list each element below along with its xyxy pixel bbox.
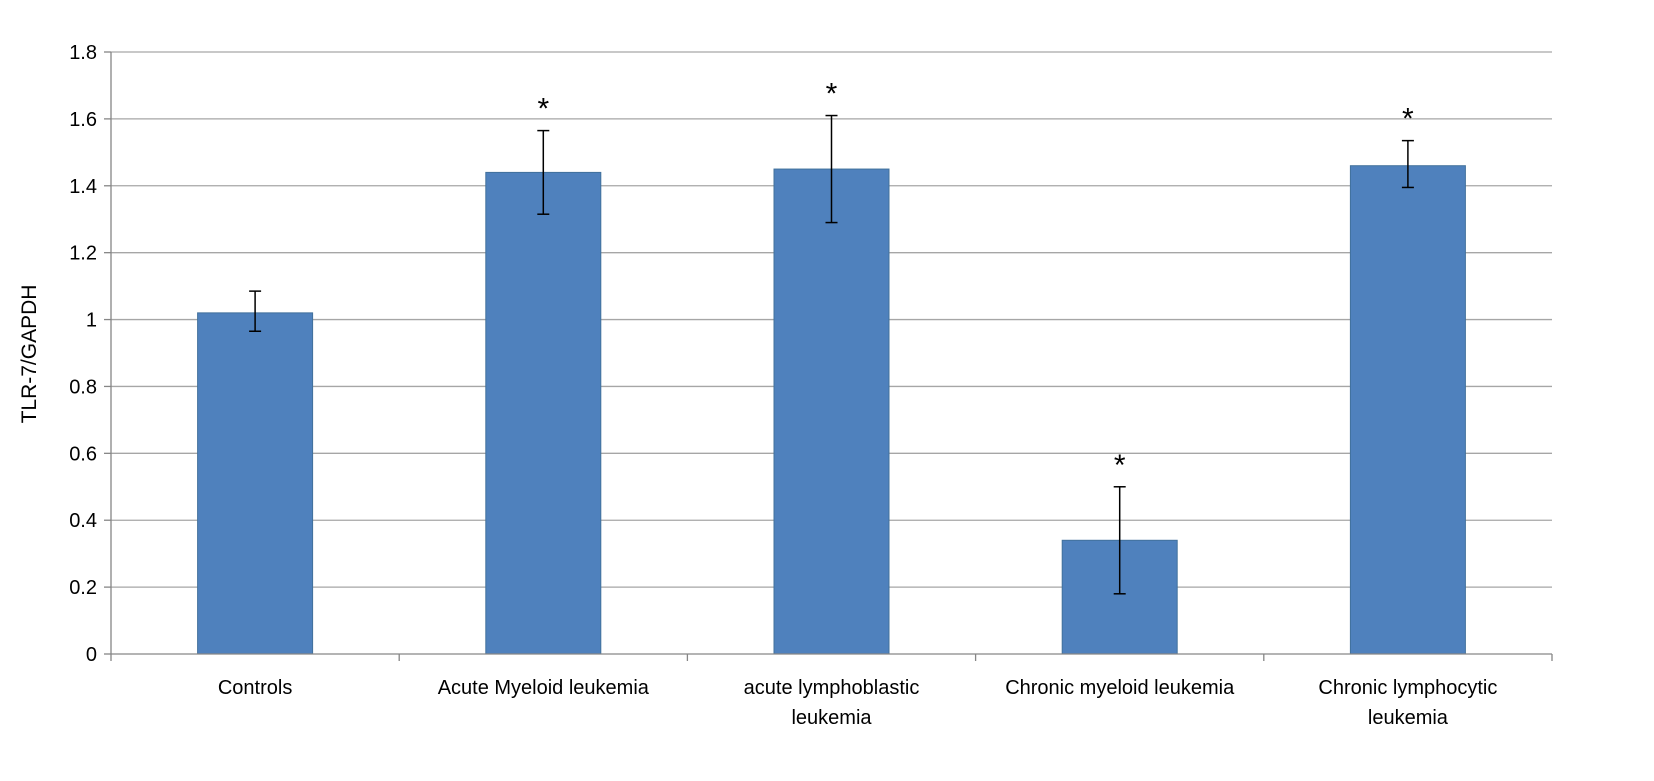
x-category-label: Chronic lymphocytic (1318, 677, 1497, 699)
bar-2 (485, 171, 602, 655)
y-tick-label: 0.8 (69, 376, 97, 398)
x-category-label: leukemia (1368, 707, 1449, 729)
y-tick-label: 0.4 (69, 510, 97, 532)
bar-5 (1349, 165, 1466, 655)
y-tick-label: 1 (86, 310, 97, 332)
error-bars (249, 114, 1414, 595)
x-category-label: Acute Myeloid leukemia (438, 677, 650, 699)
y-tick-label: 0.6 (69, 443, 97, 465)
significance-mark: * (1402, 103, 1414, 136)
bar-1 (197, 312, 314, 655)
x-category-label: leukemia (791, 707, 872, 729)
y-tick-label: 0.2 (69, 577, 97, 599)
x-category-label: Controls (218, 677, 292, 699)
bars (197, 165, 1466, 655)
y-tick-label: 1.6 (69, 109, 97, 131)
significance-mark: * (826, 78, 838, 111)
significance-mark: * (537, 93, 549, 126)
x-category-label: acute lymphoblastic (744, 677, 920, 699)
y-tick-label: 0 (86, 644, 97, 666)
y-tick-label: 1.8 (69, 42, 97, 64)
y-tick-label: 1.2 (69, 243, 97, 265)
y-tick-label: 1.4 (69, 176, 97, 198)
bar-3 (773, 168, 890, 655)
y-axis-title: TLR-7/GAPDH (18, 285, 41, 424)
significance-mark: * (1114, 449, 1126, 482)
x-category-label: Chronic myeloid leukemia (1005, 677, 1235, 699)
axes (104, 51, 1553, 661)
labels: 0 0.2 0.4 0.6 0.8 1 1.2 1.4 1.6 1.8 Controls * Acute… (69, 42, 1497, 729)
